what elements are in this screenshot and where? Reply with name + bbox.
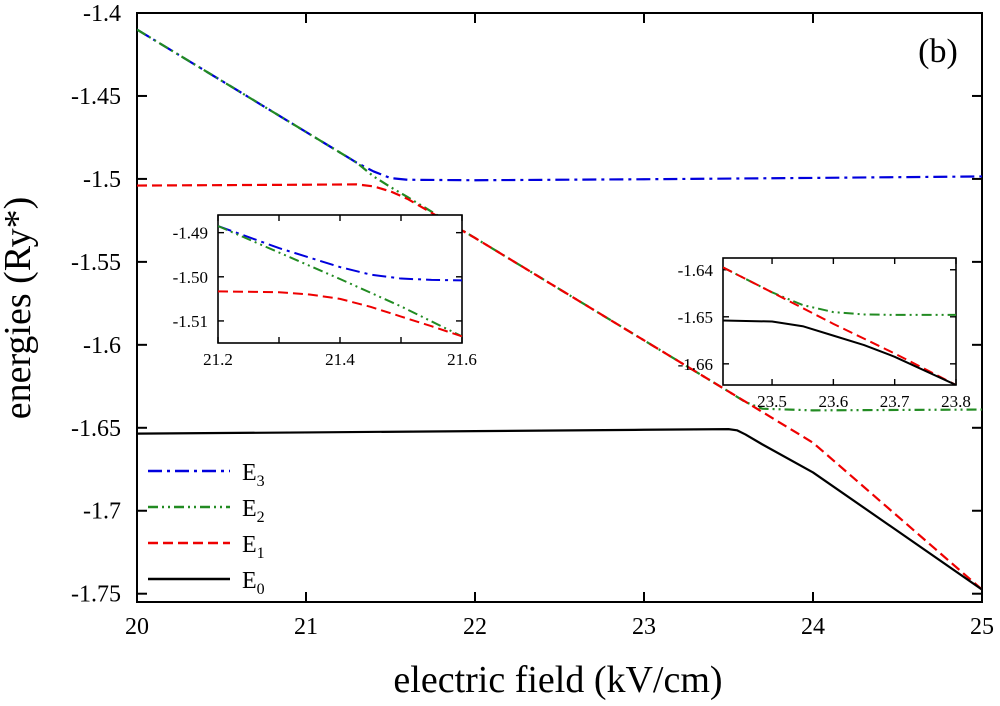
- main-y-tick-label: -1.75: [71, 582, 121, 608]
- x-axis-title: electric field (kV/cm): [393, 659, 722, 701]
- main-y-tick-label: -1.5: [83, 167, 121, 193]
- inset0-y-tick-label: -1.51: [173, 312, 208, 331]
- y-axis-title: energies (Ry*): [0, 197, 39, 420]
- inset0-series-e3: [218, 225, 462, 282]
- main-x-tick-label: 21: [294, 614, 318, 640]
- inset0-x-tick-label: 21.2: [203, 350, 233, 369]
- main-y-tick-label: -1.45: [71, 84, 121, 110]
- inset1-x-tick-label: 23.8: [941, 392, 971, 411]
- main-y-tick-label: -1.55: [71, 250, 121, 276]
- inset1-y-tick-label: -1.64: [678, 261, 714, 280]
- main-series-e2: [137, 28, 982, 412]
- inset0-x-tick-label: 21.6: [447, 350, 477, 369]
- inset1-x-tick-label: 23.7: [880, 392, 910, 411]
- main-y-tick-label: -1.6: [83, 333, 121, 359]
- inset0-x-tick-label: 21.4: [325, 350, 355, 369]
- main-x-tick-label: 20: [125, 614, 149, 640]
- inset1-x-tick-label: 23.6: [818, 392, 848, 411]
- inset1-y-tick-label: -1.66: [678, 355, 713, 374]
- inset1-x-tick-label: 23.5: [757, 392, 787, 411]
- main-y-tick-label: -1.4: [83, 1, 121, 27]
- main-x-tick-label: 24: [801, 614, 825, 640]
- inset-plot-right: 23.5 23.6 23.7 23.8 -1.64 -1.65 -1.66: [678, 257, 971, 411]
- inset1-series-e0: [723, 319, 956, 385]
- inset0-series-e1: [218, 290, 462, 338]
- inset-plot-left: 21.2 21.4 21.6 -1.49 -1.50 -1.51: [173, 214, 477, 369]
- main-series-e0: [137, 428, 982, 591]
- inset1-y-tick-label: -1.65: [678, 308, 713, 327]
- inset0-series-e2: [218, 225, 462, 338]
- main-x-tick-label: 25: [970, 614, 994, 640]
- inset1-series-e2: [723, 266, 956, 316]
- main-y-tick-label: -1.65: [71, 416, 121, 442]
- main-series-e1: [137, 183, 982, 591]
- main-x-tick-label: 23: [632, 614, 656, 640]
- main-y-tick-label: -1.7: [83, 499, 121, 525]
- inset1-series-e1: [723, 266, 956, 385]
- inset0-y-tick-label: -1.50: [173, 268, 208, 287]
- main-x-tick-label: 22: [463, 614, 487, 640]
- inset0-y-tick-label: -1.49: [173, 224, 208, 243]
- panel-label: (b): [918, 33, 958, 70]
